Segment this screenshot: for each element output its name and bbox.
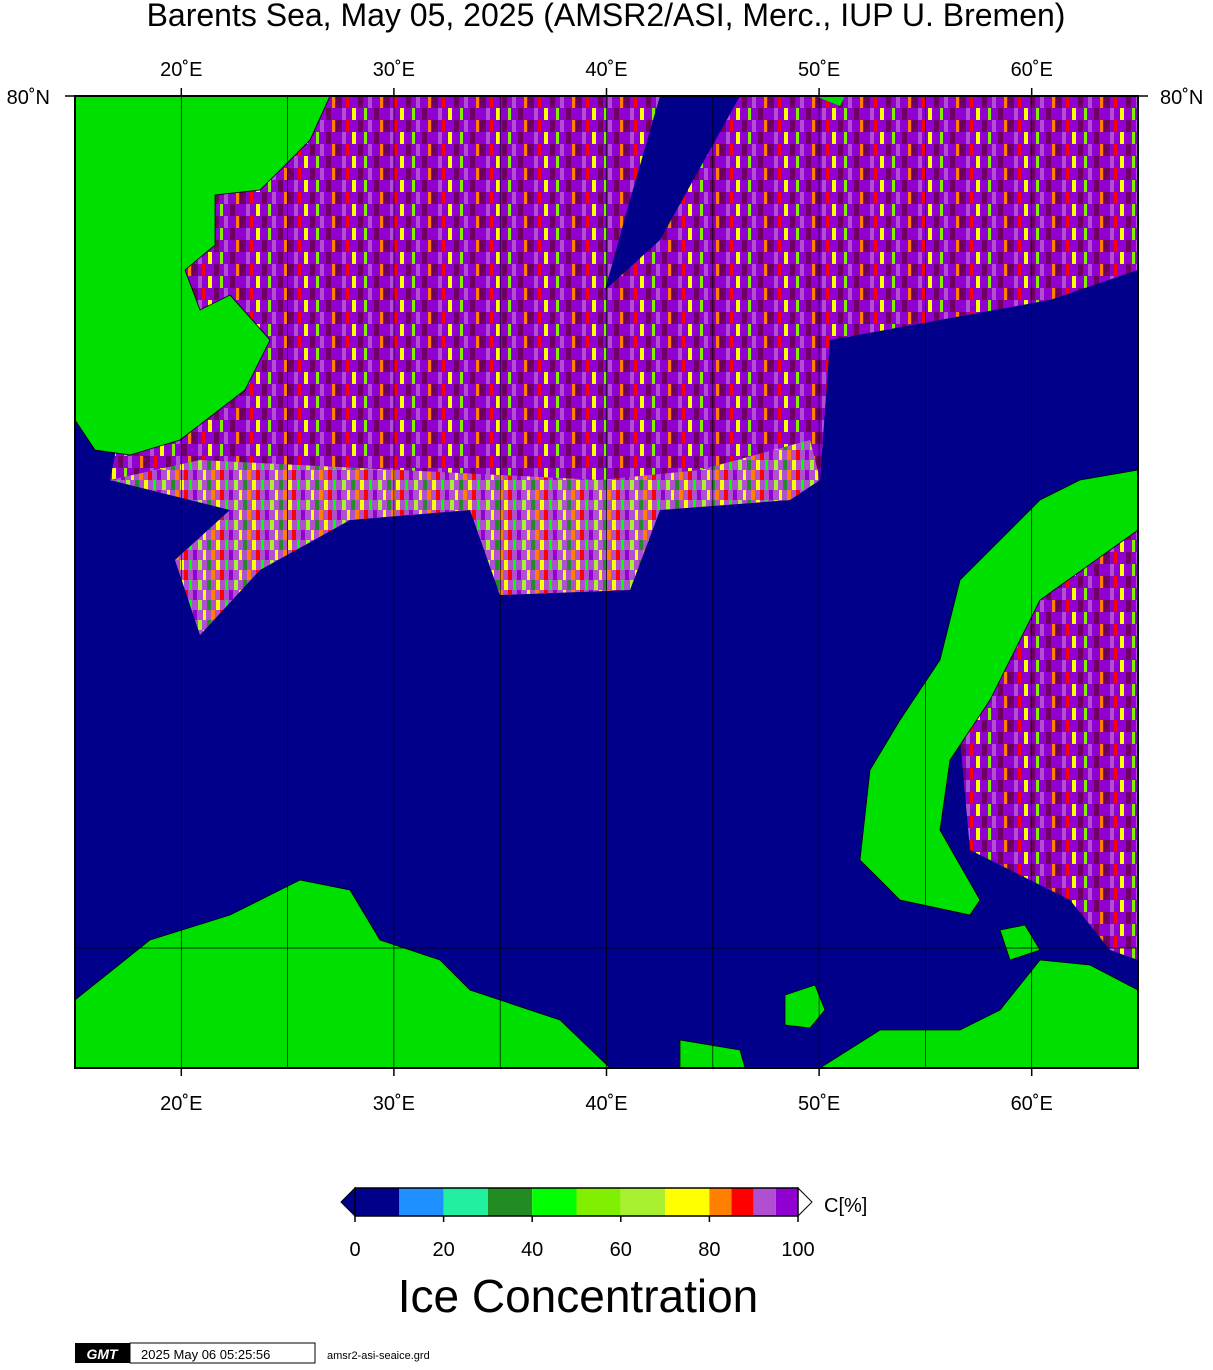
file-name: amsr2-asi-seaice.grd [327,1350,430,1362]
lon-label-bottom: 30˚E [373,1093,415,1115]
colorbar-over [797,1186,813,1218]
colorbar-bin [775,1188,798,1216]
timestamp: 2025 May 06 05:25:56 [141,1347,270,1362]
lon-label-bottom: 40˚E [585,1093,627,1115]
sea-ice-kara [960,520,1138,960]
colorbar-tick-label: 100 [781,1239,814,1261]
land-svalbard [75,96,331,456]
lon-label-bottom: 20˚E [160,1093,202,1115]
lon-grid [180,96,1033,1068]
colorbar-bin [753,1188,776,1216]
lon-label-bottom: 50˚E [798,1093,840,1115]
colorbar-bin [532,1188,577,1216]
lon-label-top: 40˚E [585,59,627,81]
colorbar-title: Ice Concentration [398,1270,759,1322]
colorbar-unit: C[%] [824,1195,867,1217]
lon-label-bottom: 60˚E [1011,1093,1053,1115]
colorbar-bin [487,1188,533,1216]
land-novaya-zemlya [859,469,1138,916]
colorbar-bin [731,1188,754,1216]
colorbar-tick-label: 0 [349,1239,360,1261]
colorbar-bin [620,1188,666,1216]
land-fjl [815,96,845,106]
land-russia [819,959,1138,1068]
colorbar-bin [399,1188,444,1216]
colorbar-under [340,1186,356,1218]
lon-label-top: 30˚E [373,59,415,81]
gmt-logo [75,1343,130,1363]
land-vaygach [999,924,1041,961]
land-kolguev [784,984,826,1029]
lat-label-left: 80˚N [7,87,50,109]
colorbar: 0 20 40 60 80 100 [340,1186,815,1261]
colorbar-bin [665,1188,710,1216]
lat-label-right: 80˚N [1160,87,1203,109]
lon-label-top: 50˚E [798,59,840,81]
title: Barents Sea, May 05, 2025 (AMSR2/ASI, Me… [147,0,1066,33]
lon-label-top: 20˚E [160,59,202,81]
land-scandinavia [75,879,611,1068]
colorbar-bin [443,1188,488,1216]
lon-label-top: 60˚E [1011,59,1053,81]
colorbar-tick-label: 20 [432,1239,454,1261]
gmt-logo-text: GMT [86,1346,119,1362]
colorbar-bin [576,1188,621,1216]
colorbar-bin [709,1188,732,1216]
colorbar-frame [354,1187,799,1217]
timestamp-box [129,1342,316,1364]
colorbar-tick-label: 80 [698,1239,720,1261]
colorbar-tick-label: 60 [610,1239,632,1261]
colorbar-tick-label: 40 [521,1239,543,1261]
colorbar-bin [355,1188,400,1216]
